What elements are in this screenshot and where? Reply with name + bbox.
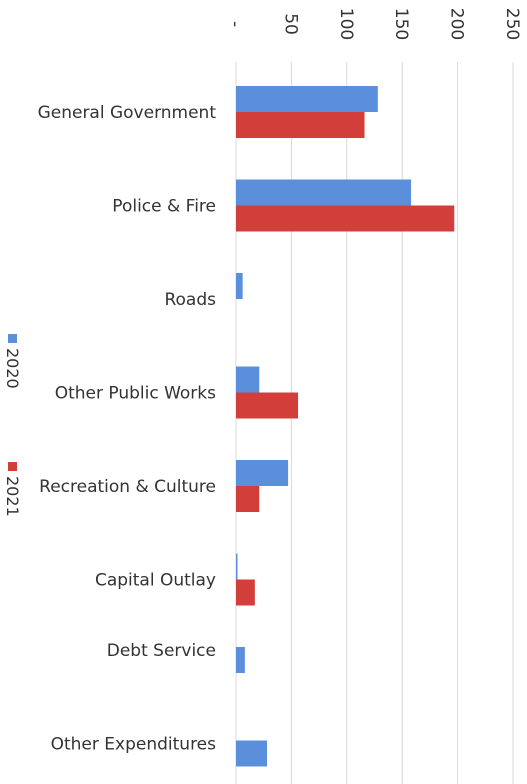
bar-2020 bbox=[236, 179, 412, 206]
category-label: Recreation & Culture bbox=[39, 477, 216, 497]
bar-2020 bbox=[236, 553, 238, 580]
category-label: Roads bbox=[164, 290, 216, 310]
category-label: Police & Fire bbox=[112, 197, 216, 217]
bars bbox=[236, 86, 455, 767]
value-axis-ticks: - 50 100 150 200 250 bbox=[225, 8, 522, 40]
category-label: Capital Outlay bbox=[95, 571, 216, 591]
tick-label: - bbox=[225, 21, 245, 27]
bar-2020 bbox=[236, 647, 245, 673]
tick-label: 250 bbox=[502, 8, 522, 40]
legend-label-2021: 2021 bbox=[3, 476, 22, 517]
category-label: Other Expenditures bbox=[51, 735, 217, 755]
bar-2020 bbox=[236, 273, 243, 299]
legend-swatch-2021 bbox=[8, 462, 17, 471]
bar-2020 bbox=[236, 460, 289, 486]
bar-2020 bbox=[236, 366, 260, 393]
legend-swatch-2020 bbox=[8, 334, 17, 343]
tick-label: 150 bbox=[391, 8, 411, 40]
legend-label-2020: 2020 bbox=[3, 348, 22, 389]
bar-2021 bbox=[236, 205, 455, 232]
category-label: Debt Service bbox=[107, 641, 216, 661]
category-labels: General Government Police & Fire Roads Othe… bbox=[38, 103, 217, 755]
bar-2021 bbox=[236, 392, 299, 419]
category-label: Other Public Works bbox=[55, 384, 216, 404]
tick-label: 50 bbox=[280, 13, 300, 35]
category-label: General Government bbox=[38, 103, 217, 123]
legend: 2020 2021 bbox=[3, 334, 22, 517]
bar-2021 bbox=[236, 486, 260, 512]
bar-2021 bbox=[236, 579, 255, 606]
bar-2020 bbox=[236, 740, 268, 767]
tick-label: 100 bbox=[336, 8, 356, 40]
gridlines bbox=[235, 62, 514, 784]
tick-label: 200 bbox=[447, 8, 467, 40]
bar-2021 bbox=[236, 112, 365, 138]
bar-2020 bbox=[236, 86, 378, 112]
